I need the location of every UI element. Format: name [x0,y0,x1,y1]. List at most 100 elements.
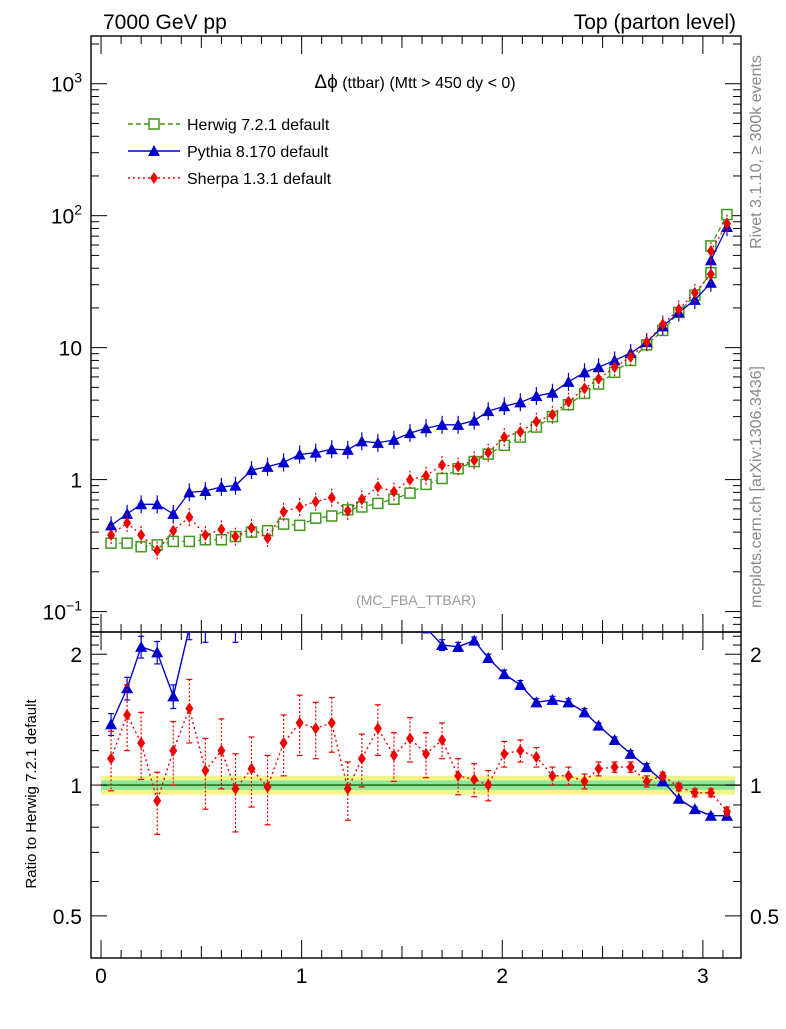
sherpa-ratio-series [107,678,731,835]
sherpa-ratio-point [185,702,194,715]
sherpa-ratio-point [247,762,256,775]
pythia-point [309,446,322,458]
main-y-tick-label: 10 [59,338,82,361]
main-x-ticks [100,36,724,632]
pythia-point [498,400,511,412]
main-y-tick-exponent: 2 [74,202,82,218]
pythia-ratio-point [546,693,559,705]
herwig-point [404,487,416,499]
x-tick-label: 0 [95,965,107,988]
pythia-ratio-point [151,646,164,658]
pythia-ratio-point [452,640,465,652]
sherpa-ratio-point [706,786,715,799]
pythia-ratio-point [436,639,449,651]
sherpa-ratio-point [123,708,132,721]
pythia-ratio-point [624,747,637,759]
sherpa-ratio-point [217,744,226,757]
sherpa-series [107,214,731,560]
ratio-y-tick-label: 2 [70,644,82,667]
plot-title-text: (ttbar) (Mtt > 450 dy < 0) [338,75,516,92]
plot-title: Δϕ (ttbar) (Mtt > 450 dy < 0) [314,72,515,93]
pythia-point [261,460,274,472]
pythia-point [562,375,575,387]
sherpa-point [548,408,557,421]
pythia-ratio-point [482,652,495,664]
sherpa-ratio-point [674,780,683,793]
pythia-ratio-point [688,803,701,815]
pythia-point [420,422,433,434]
sherpa-ratio-point [327,716,336,729]
sherpa-point [169,524,178,537]
sherpa-point [311,495,320,508]
sherpa-point [580,382,589,395]
pythia-point [277,456,290,468]
header-right: Top (parton level) [574,11,736,34]
sherpa-point [153,544,162,557]
sherpa-point [405,473,414,486]
sherpa-point [231,530,240,543]
sherpa-point [690,286,699,299]
sherpa-point [373,480,382,493]
legend-item-sherpa: Sherpa 1.3.1 default [128,171,332,188]
pythia-point [355,435,368,447]
sherpa-ratio-point [484,779,493,792]
herwig-point [309,512,322,524]
sherpa-point [594,372,603,385]
sherpa-point [327,491,336,504]
legend-label: Pythia 8.170 default [187,144,329,161]
sherpa-ratio-point [610,761,619,774]
pythia-ratio-point [530,696,543,708]
ratio-y-tick-label: 1 [70,775,82,798]
sherpa-point [422,469,431,482]
legend-label: Herwig 7.2.1 default [187,117,330,134]
pythia-ratio-point [704,809,717,821]
sherpa-ratio-point [231,782,240,795]
pythia-point [215,480,228,492]
pythia-series [105,218,733,535]
pythia-point [341,443,354,455]
pythia-ratio-point [672,792,685,804]
main-y-tick-label: 102 [51,202,82,229]
sherpa-ratio-point [153,794,162,807]
pythia-point [371,436,384,448]
ratio-series-clipped [105,632,733,835]
main-y-tick-label: 10−1 [43,598,83,625]
main-y-tick-exponent: 3 [74,70,82,86]
sherpa-ratio-point [389,749,398,762]
legend: Herwig 7.2.1 default Pythia 8.170 default… [128,117,332,188]
pythia-ratio-point [135,640,148,652]
sherpa-ratio-point [454,769,463,782]
main-y-tick-base: 10 [59,338,82,361]
sherpa-ratio-point [107,752,116,765]
pythia-point [167,507,180,519]
pythia-point [514,396,527,408]
pythia-ratio-point [608,733,621,745]
sherpa-point [706,268,715,281]
sherpa-point [279,505,288,518]
sherpa-ratio-point [201,764,210,777]
herwig-point [293,519,306,532]
sherpa-ratio-point [470,773,479,786]
sherpa-ratio-point [169,744,178,757]
pythia-point [578,366,591,378]
main-y-tick-label: 1 [70,470,82,493]
pythia-ratio-point [498,668,511,680]
herwig-point [183,535,196,548]
herwig-point [372,497,384,510]
sherpa-ratio-point [642,775,651,788]
sherpa-ratio-point [343,782,352,795]
pythia-ratio-point [578,706,591,718]
pythia-ratio-point [592,719,605,731]
pythia-point [468,414,481,426]
x-tick-label: 1 [296,965,308,988]
sherpa-point [438,459,447,472]
sherpa-ratio-point [295,716,304,729]
sherpa-point [470,454,479,467]
pythia-point [229,479,242,491]
main-y-tick-label: 103 [51,70,82,97]
sherpa-ratio-point [548,769,557,782]
pythia-ratio-point [514,678,527,690]
sherpa-point [610,361,619,374]
pythia-ratio-line [110,632,727,817]
